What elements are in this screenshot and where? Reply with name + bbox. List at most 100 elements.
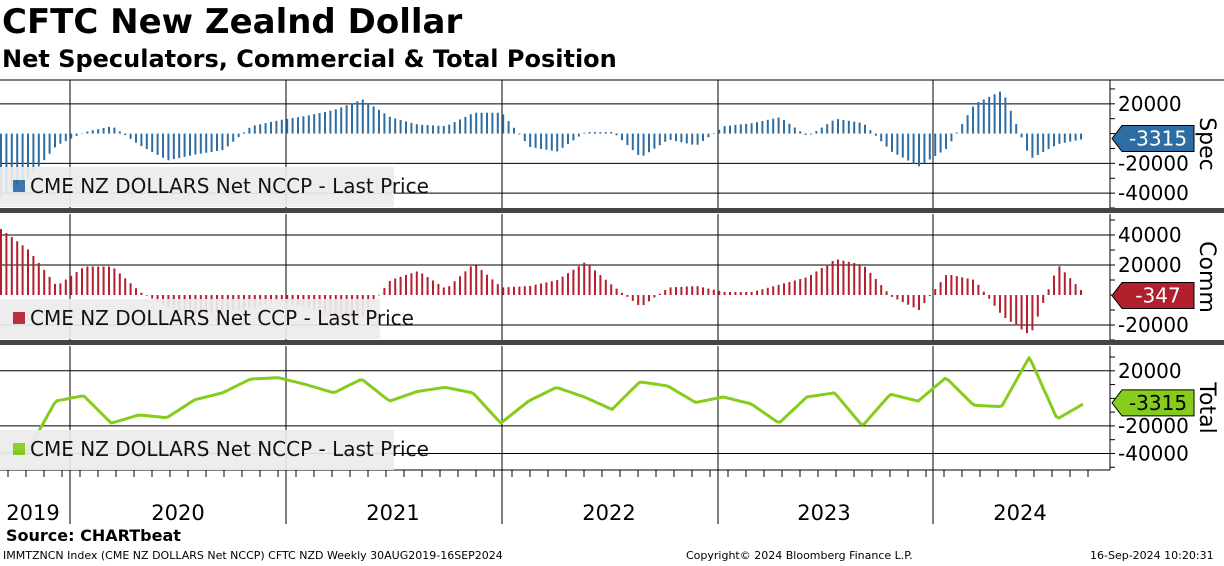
spec-bar	[167, 133, 170, 161]
comm-bar	[939, 282, 942, 295]
comm-bar	[135, 288, 137, 295]
spec-bar	[421, 124, 424, 134]
spec-bar	[610, 132, 613, 134]
comm-bar	[1009, 295, 1012, 322]
total-legend: CME NZ DOLLARS Net NCCP - Last Price	[0, 430, 429, 470]
spec-bar	[129, 133, 132, 139]
spec-bar	[939, 133, 942, 153]
spec-bar	[955, 132, 958, 134]
total-last-value-badge	[1111, 389, 1195, 417]
comm-bar	[842, 260, 845, 295]
spec-bar	[0, 133, 2, 197]
footer-copyright: Copyright© 2024 Bloomberg Finance L.P.	[686, 549, 913, 562]
comm-ytick-label: -20000	[1118, 313, 1189, 337]
spec-bar	[448, 124, 451, 134]
spec-bar	[1053, 133, 1055, 147]
spec-bar	[232, 133, 235, 142]
panel-separator	[0, 208, 1224, 213]
comm-ytick-label: 40000	[1118, 223, 1182, 247]
spec-bar	[81, 133, 83, 134]
comm-bar	[496, 284, 499, 295]
total-panel-label: Total	[1194, 381, 1219, 433]
spec-bar	[567, 133, 569, 145]
spec-bar	[270, 121, 272, 134]
comm-bar	[97, 266, 100, 295]
spec-bar	[10, 133, 13, 190]
spec-bar	[324, 111, 326, 134]
spec-bar	[1026, 133, 1028, 151]
comm-bar	[480, 270, 483, 295]
spec-bar	[253, 125, 256, 134]
spec-bar	[972, 106, 974, 134]
spec-bar	[918, 133, 920, 167]
spec-bar	[307, 115, 310, 134]
comm-bar	[588, 265, 591, 295]
comm-bar	[1031, 295, 1034, 331]
comm-bar	[394, 278, 397, 295]
spec-bar	[680, 133, 683, 143]
spec-bar	[59, 133, 62, 144]
comm-bar	[405, 274, 407, 295]
comm-bar	[729, 292, 731, 295]
comm-bar	[1063, 272, 1066, 295]
spec-bar	[426, 125, 429, 134]
comm-bar	[145, 295, 148, 296]
spec-bar	[988, 96, 991, 134]
comm-bar	[653, 295, 656, 298]
comm-bar	[669, 287, 672, 295]
total-ytick-label: 20000	[1118, 359, 1182, 383]
spec-bar	[723, 126, 726, 134]
comm-bar	[59, 283, 62, 295]
comm-bar	[1026, 295, 1028, 334]
comm-bar	[718, 290, 721, 295]
spec-bar	[912, 133, 915, 164]
spec-bar	[496, 112, 499, 134]
spec-bar	[907, 133, 910, 161]
comm-bar	[43, 269, 46, 295]
comm-bar	[885, 291, 888, 295]
comm-bar	[599, 275, 602, 295]
spec-bar	[772, 118, 775, 134]
spec-bar	[799, 131, 802, 134]
spec-bar	[91, 130, 94, 134]
comm-bar	[734, 292, 737, 295]
comm-bar	[723, 292, 726, 295]
spec-bar	[1069, 133, 1072, 142]
spec-bar	[793, 127, 796, 134]
spec-bar	[286, 118, 289, 134]
spec-bar	[837, 119, 839, 134]
spec-bar	[70, 133, 73, 139]
spec-bar	[394, 118, 397, 134]
panel-separator	[0, 340, 1224, 345]
comm-legend-label: CME NZ DOLLARS Net CCP - Last Price	[30, 306, 414, 330]
spec-bar	[842, 119, 845, 134]
comm-bar	[993, 295, 996, 306]
comm-bar	[826, 264, 829, 295]
spec-bar	[1036, 133, 1039, 155]
comm-bar	[151, 295, 154, 299]
comm-bar	[901, 295, 904, 303]
spec-bar	[1080, 133, 1082, 140]
spec-bar	[621, 133, 623, 141]
comm-bar	[810, 274, 812, 295]
spec-bar	[415, 124, 418, 134]
spec-bar	[950, 133, 953, 142]
spec-legend-swatch	[13, 180, 25, 192]
comm-bar	[928, 295, 931, 297]
comm-bar	[113, 268, 116, 295]
spec-bar	[156, 133, 159, 155]
spec-bar	[64, 133, 67, 142]
comm-bar	[91, 266, 94, 295]
comm-bar	[118, 273, 121, 295]
spec-bar	[334, 109, 337, 134]
spec-bar	[48, 133, 51, 154]
chart-title: CFTC New Zealnd Dollar	[2, 2, 463, 42]
comm-bar	[831, 260, 834, 295]
spec-bar	[226, 133, 229, 147]
comm-bar	[691, 286, 694, 295]
comm-bar	[766, 287, 769, 295]
comm-bar	[410, 273, 413, 295]
spec-bar	[658, 133, 661, 146]
spec-bar	[993, 94, 996, 134]
spec-bar	[718, 129, 721, 134]
